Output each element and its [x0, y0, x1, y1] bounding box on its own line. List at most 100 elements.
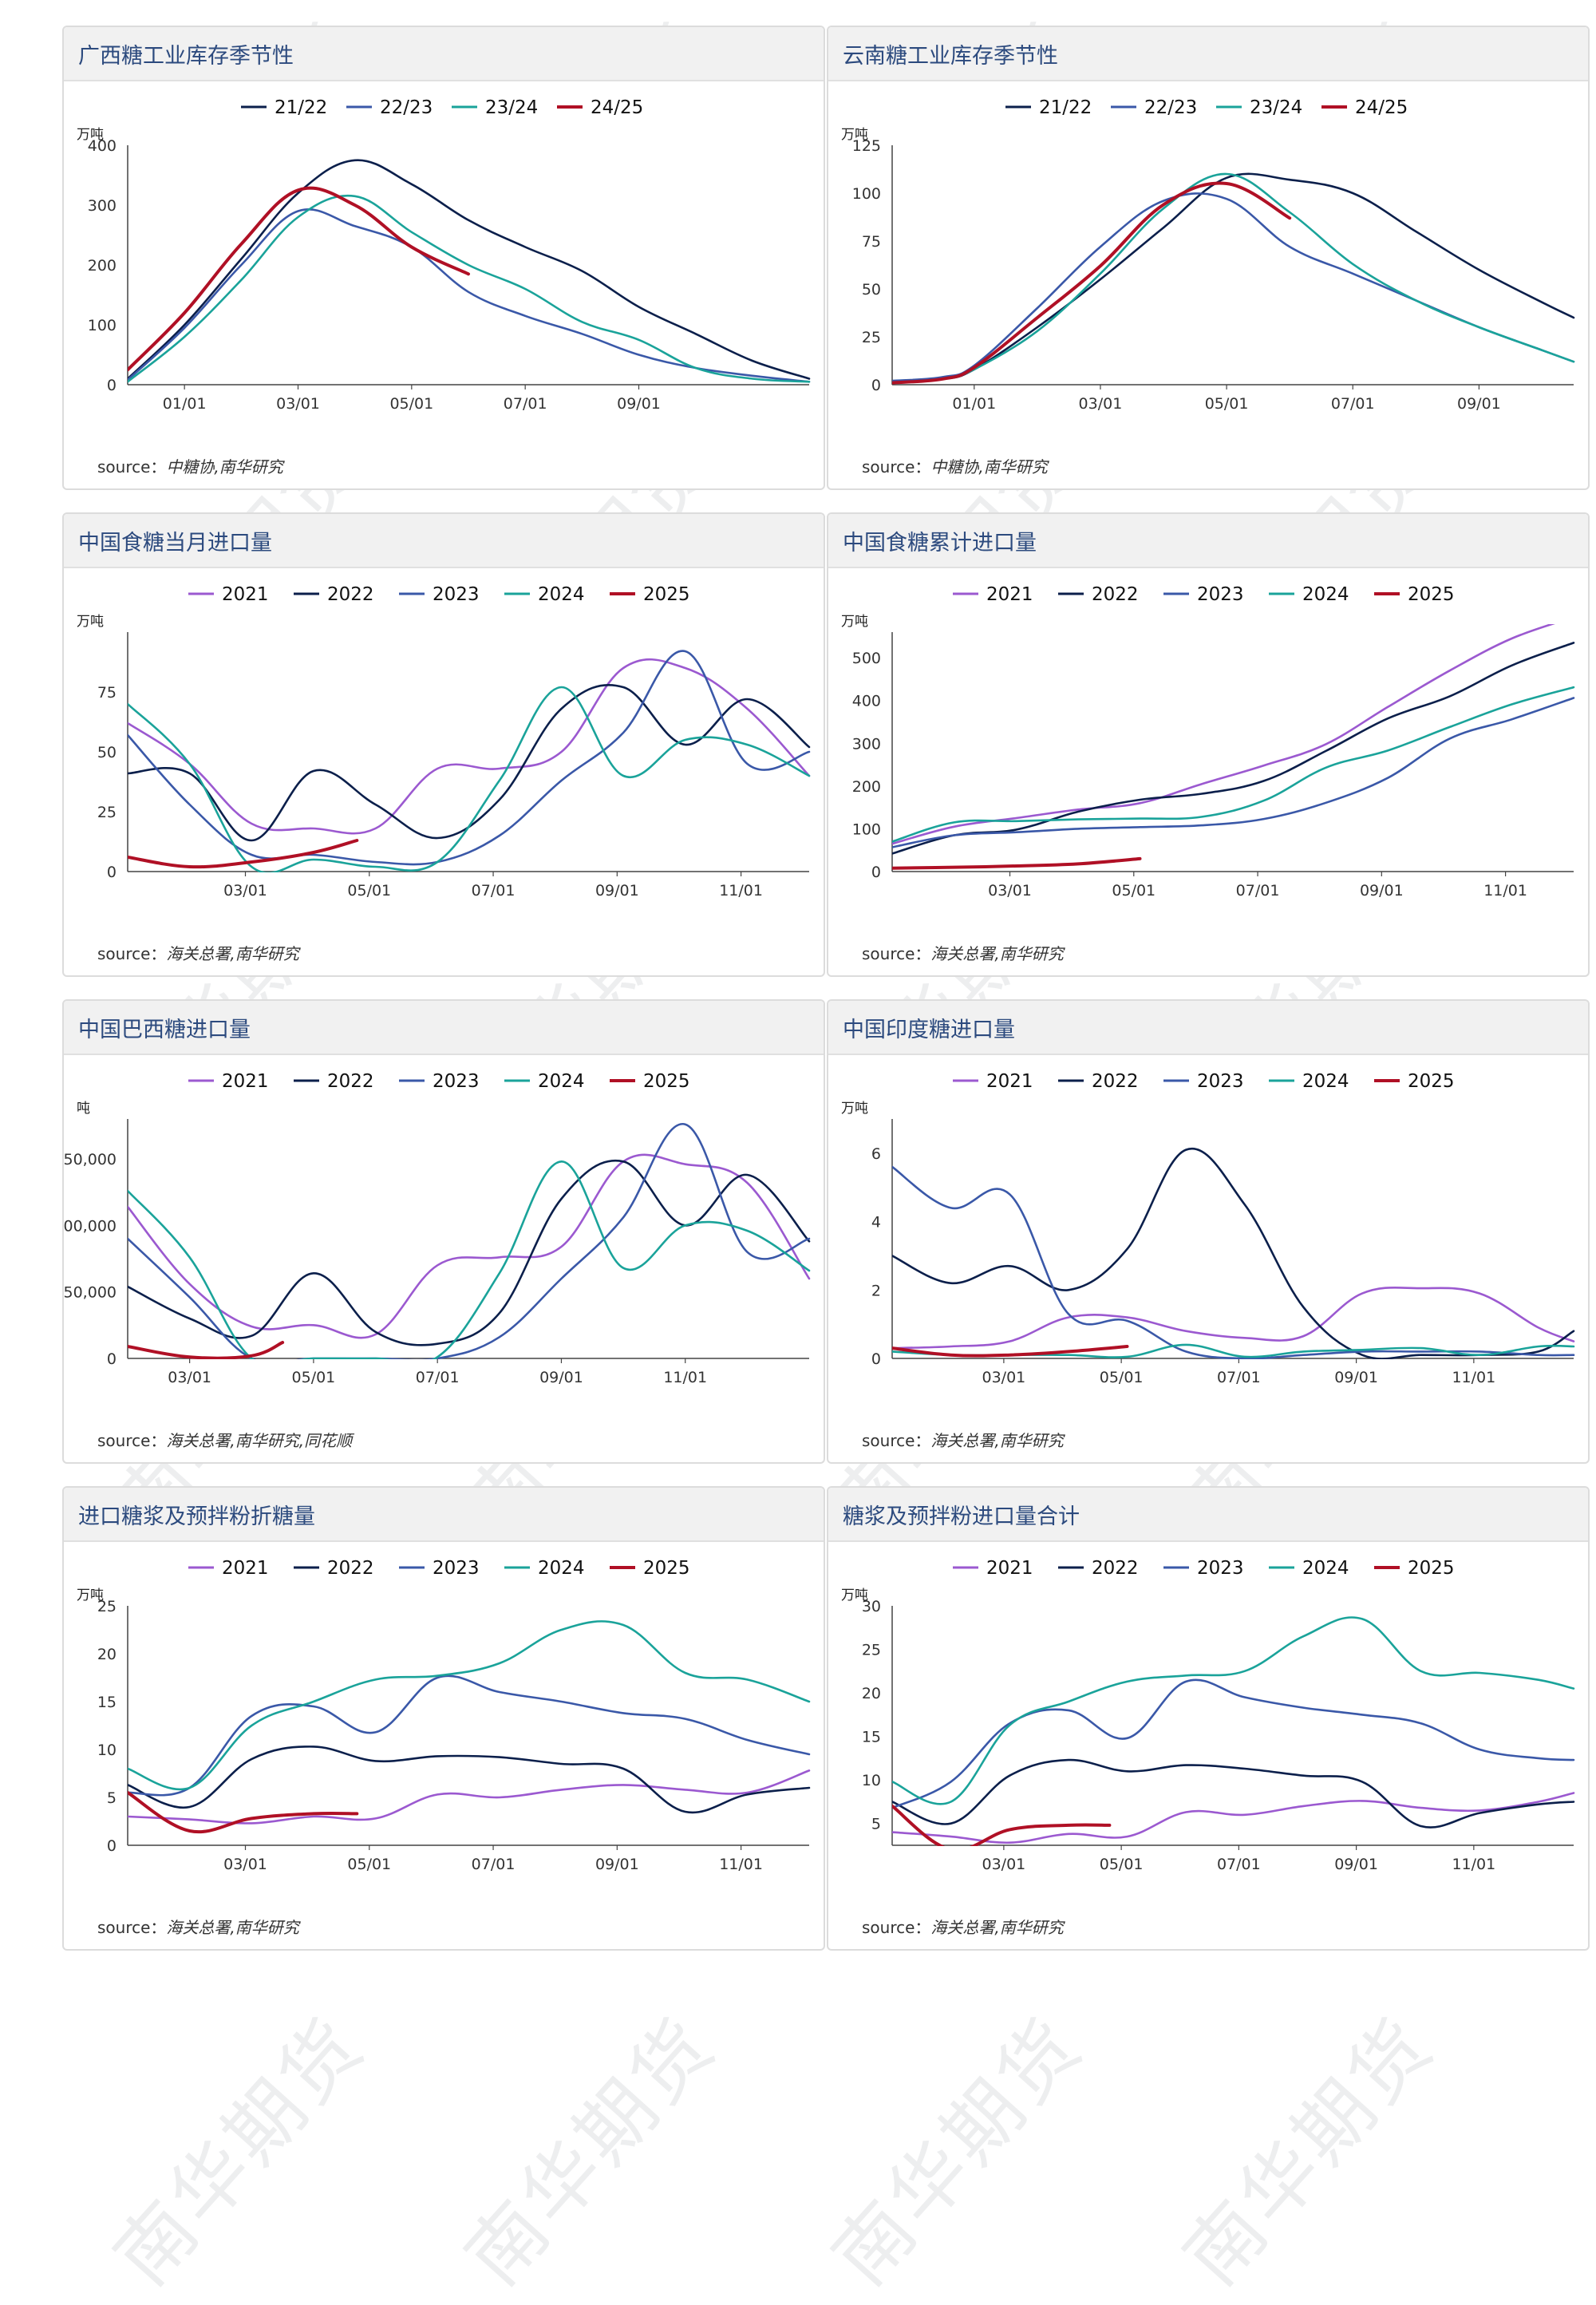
source-note: source：海关总署,南华研究: [97, 941, 299, 964]
x-tick-label: 11/01: [719, 882, 763, 899]
legend-label: 2021: [986, 1558, 1033, 1579]
y-tick-label: 500: [852, 650, 881, 667]
series-line: [128, 683, 811, 842]
y-tick-label: 75: [97, 684, 117, 702]
legend-label: 2025: [1408, 1071, 1455, 1092]
legend-item: 2023: [1163, 1558, 1244, 1579]
legend-label: 2023: [433, 1558, 480, 1579]
chart-panel: 中国印度糖进口量 2021 2022 2023 2024 2025 万吨 0 2 4 6 03/01 0…: [827, 999, 1590, 1464]
x-tick-label: 09/01: [595, 1856, 639, 1873]
legend-item: 2024: [504, 584, 585, 605]
x-tick-label: 07/01: [504, 395, 547, 413]
watermark-text: 南华期货: [448, 2000, 733, 2303]
x-tick-label: 09/01: [1360, 882, 1404, 899]
series-line: [892, 1792, 1575, 1844]
x-tick-label: 05/01: [1112, 882, 1156, 899]
source-note: source：海关总署,南华研究: [97, 1915, 299, 1938]
legend-item: 24/25: [1321, 97, 1408, 118]
axis-unit-label: 万吨: [77, 1587, 104, 1603]
legend-label: 2022: [1092, 1071, 1139, 1092]
legend-item: 2022: [294, 1558, 374, 1579]
x-tick-label: 05/01: [347, 882, 391, 899]
source-value: 海关总署,南华研究: [166, 1918, 299, 1937]
line-chart: 2021 2022 2023 2024 2025 吨 0 250,000 500,000 750,…: [64, 1071, 811, 1386]
legend-item: 2024: [1269, 1558, 1349, 1579]
y-tick-label: 0: [107, 1837, 117, 1855]
chart-panel: 云南糖工业库存季节性 21/22 22/23 23/24 24/25 万吨 0 25 50 75 1…: [827, 26, 1590, 490]
x-tick-label: 03/01: [223, 882, 267, 899]
legend-item: 2022: [1058, 1558, 1139, 1579]
source-value: 中糖协,南华研究: [166, 457, 283, 476]
chart-panel: 中国食糖累计进口量 2021 2022 2023 2024 2025 万吨 0 100 200 30…: [827, 512, 1590, 977]
y-tick-label: 4: [871, 1214, 881, 1232]
y-tick-label: 400: [852, 693, 881, 710]
legend-label: 2022: [327, 1558, 374, 1579]
legend-item: 2024: [1269, 1071, 1349, 1092]
x-tick-label: 11/01: [719, 1856, 763, 1873]
axis-unit-label: 万吨: [841, 127, 868, 143]
source-note: source：中糖协,南华研究: [97, 454, 283, 477]
y-tick-label: 400: [88, 137, 117, 155]
source-value: 海关总署,南华研究: [930, 1431, 1064, 1450]
chart-panel: 糖浆及预拌粉进口量合计 2021 2022 2023 2024 2025 万吨 5 10 15 20…: [827, 1486, 1590, 1951]
series-line: [892, 1286, 1575, 1350]
source-prefix: source：: [862, 1431, 931, 1450]
series-line: [892, 686, 1575, 843]
legend-item: 2022: [1058, 584, 1139, 605]
y-tick-label: 25: [862, 329, 881, 346]
legend-label: 2025: [643, 1071, 690, 1092]
legend-item: 21/22: [1005, 97, 1092, 118]
y-tick-label: 20: [97, 1646, 117, 1663]
legend-item: 2024: [504, 1558, 585, 1579]
series-line: [128, 1791, 359, 1834]
legend-item: 23/24: [452, 97, 538, 118]
x-tick-label: 05/01: [389, 395, 433, 413]
chart-panel: 广西糖工业库存季节性 21/22 22/23 23/24 24/25 万吨 0 100 200 3…: [62, 26, 825, 490]
y-tick-label: 500,000: [64, 1217, 117, 1235]
axis-unit-label: 万吨: [77, 127, 104, 143]
x-tick-label: 03/01: [223, 1856, 267, 1873]
x-tick-label: 03/01: [982, 1856, 1025, 1873]
legend-item: 2025: [1374, 1071, 1455, 1092]
series-line: [892, 697, 1575, 848]
x-tick-label: 09/01: [539, 1369, 583, 1386]
axis-unit-label: 万吨: [841, 1101, 868, 1117]
source-prefix: source：: [97, 1918, 167, 1937]
series-line: [128, 839, 359, 869]
source-prefix: source：: [862, 1918, 931, 1937]
series-line: [128, 1159, 811, 1346]
source-value: 海关总署,南华研究: [930, 944, 1064, 963]
legend-label: 2021: [986, 1071, 1033, 1092]
chart-title: 广西糖工业库存季节性: [64, 27, 824, 81]
legend-label: 2023: [1197, 1071, 1244, 1092]
legend-item: 2022: [294, 1071, 374, 1092]
source-value: 海关总署,南华研究: [930, 1918, 1064, 1937]
x-tick-label: 07/01: [1331, 395, 1375, 413]
series-line: [892, 181, 1292, 385]
legend-label: 2024: [1302, 1558, 1349, 1579]
y-tick-label: 0: [107, 1350, 117, 1368]
series-line: [892, 1345, 1129, 1358]
y-tick-label: 0: [871, 377, 881, 394]
source-prefix: source：: [97, 1431, 167, 1450]
source-note: source：海关总署,南华研究,同花顺: [97, 1428, 352, 1451]
legend-label: 22/23: [380, 97, 433, 118]
y-tick-label: 250,000: [64, 1284, 117, 1302]
y-tick-label: 100: [88, 317, 117, 334]
y-tick-label: 0: [107, 377, 117, 394]
chart-panel: 中国食糖当月进口量 2021 2022 2023 2024 2025 万吨 0 25 50 75 03…: [62, 512, 825, 977]
series-line: [892, 1616, 1575, 1805]
series-line: [128, 1160, 811, 1359]
legend-label: 2022: [327, 1071, 374, 1092]
legend-label: 2024: [538, 1071, 585, 1092]
y-tick-label: 100: [852, 820, 881, 838]
x-tick-label: 09/01: [617, 395, 661, 413]
y-tick-label: 100: [852, 185, 881, 203]
series-line: [128, 194, 811, 383]
y-tick-label: 15: [97, 1694, 117, 1711]
legend-label: 2023: [1197, 584, 1244, 605]
legend-item: 2023: [1163, 1071, 1244, 1092]
chart-panel: 中国巴西糖进口量 2021 2022 2023 2024 2025 吨 0 250,000 500…: [62, 999, 825, 1464]
legend-item: 2021: [953, 1558, 1033, 1579]
